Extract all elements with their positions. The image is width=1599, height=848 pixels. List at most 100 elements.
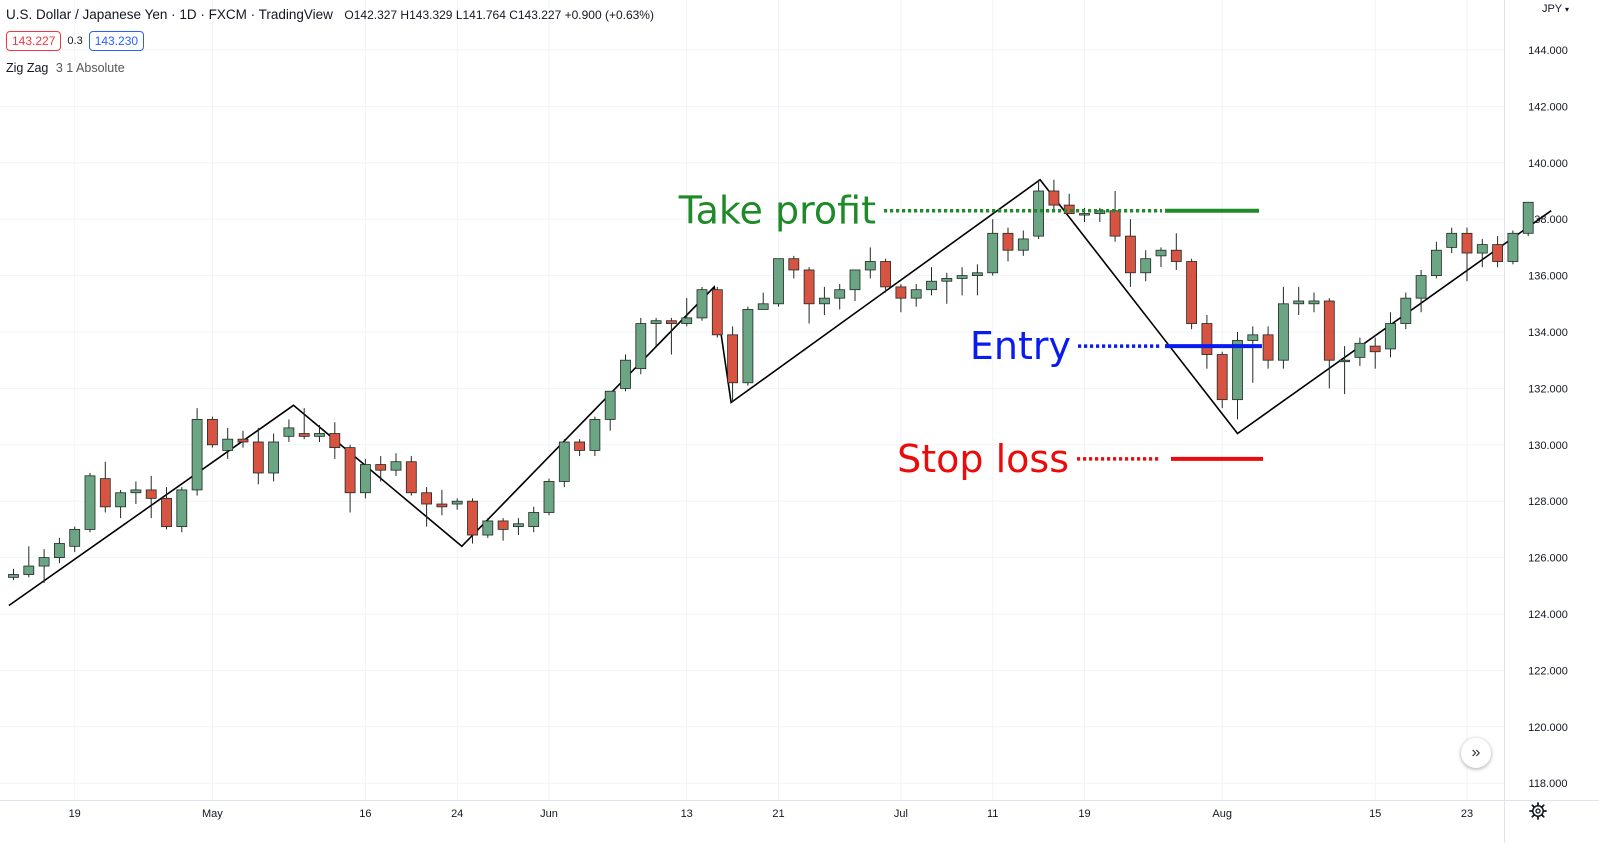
- bullish-candle[interactable]: [941, 272, 953, 304]
- entry-level[interactable]: Entry: [970, 324, 1262, 368]
- bullish-candle[interactable]: [191, 408, 203, 496]
- bullish-candle[interactable]: [589, 416, 601, 457]
- bullish-candle[interactable]: [314, 425, 325, 442]
- bullish-candle[interactable]: [910, 284, 922, 307]
- bullish-candle[interactable]: [1339, 346, 1350, 395]
- bullish-candle[interactable]: [757, 292, 769, 310]
- bearish-candle[interactable]: [1109, 191, 1121, 242]
- bullish-candle[interactable]: [1140, 250, 1152, 282]
- bearish-candle[interactable]: [344, 444, 356, 513]
- bullish-candle[interactable]: [1446, 227, 1458, 254]
- bullish-candle[interactable]: [926, 267, 937, 296]
- bearish-candle[interactable]: [375, 456, 387, 482]
- bearish-candle[interactable]: [788, 255, 800, 279]
- bullish-candle[interactable]: [23, 546, 35, 578]
- bullish-candle[interactable]: [54, 537, 65, 564]
- bullish-candle[interactable]: [1155, 247, 1167, 268]
- bearish-candle[interactable]: [666, 317, 677, 355]
- bullish-candle[interactable]: [69, 526, 81, 552]
- bullish-candle[interactable]: [972, 264, 983, 296]
- bullish-candle[interactable]: [390, 453, 402, 476]
- bullish-candle[interactable]: [176, 487, 188, 533]
- settings-button[interactable]: [1527, 800, 1549, 822]
- bullish-candle[interactable]: [864, 247, 876, 279]
- bearish-candle[interactable]: [1002, 227, 1014, 262]
- bearish-candle[interactable]: [1125, 219, 1136, 287]
- bearish-candle[interactable]: [161, 487, 172, 530]
- bullish-candle[interactable]: [604, 390, 616, 431]
- sell-price-button[interactable]: 143.227: [6, 31, 62, 51]
- bullish-candle[interactable]: [1033, 179, 1044, 239]
- bullish-candle[interactable]: [451, 498, 463, 510]
- indicator-legend[interactable]: Zig Zag 3 1 Absolute: [6, 61, 125, 75]
- bullish-candle[interactable]: [650, 317, 662, 347]
- bullish-candle[interactable]: [773, 258, 784, 307]
- bullish-candle[interactable]: [115, 489, 126, 519]
- bullish-candle[interactable]: [268, 433, 280, 482]
- bullish-candle[interactable]: [528, 506, 540, 533]
- take-profit-level[interactable]: Take profit: [678, 189, 1259, 233]
- bearish-candle[interactable]: [252, 427, 264, 485]
- indicator-name[interactable]: Zig Zag: [6, 61, 49, 75]
- bearish-candle[interactable]: [1369, 337, 1381, 369]
- bearish-candle[interactable]: [574, 439, 585, 457]
- bearish-candle[interactable]: [99, 461, 111, 513]
- bearish-candle[interactable]: [1492, 236, 1503, 268]
- symbol-title[interactable]: U.S. Dollar / Japanese Yen · 1D · FXCM ·…: [6, 7, 333, 22]
- bearish-candle[interactable]: [1216, 351, 1228, 409]
- bullish-candle[interactable]: [620, 354, 631, 392]
- bullish-candle[interactable]: [696, 286, 708, 321]
- bullish-candle[interactable]: [1522, 201, 1534, 237]
- bearish-candle[interactable]: [895, 284, 907, 313]
- bearish-candle[interactable]: [1262, 326, 1274, 369]
- bearish-candle[interactable]: [1170, 233, 1182, 270]
- bearish-candle[interactable]: [145, 475, 157, 519]
- bullish-candle[interactable]: [1247, 326, 1259, 383]
- bearish-candle[interactable]: [1186, 258, 1197, 330]
- bullish-candle[interactable]: [1476, 238, 1488, 268]
- bullish-candle[interactable]: [1400, 292, 1412, 330]
- symbol-legend[interactable]: U.S. Dollar / Japanese Yen · 1D · FXCM ·…: [6, 7, 654, 22]
- bullish-candle[interactable]: [558, 439, 570, 488]
- bearish-candle[interactable]: [1201, 315, 1213, 369]
- bullish-candle[interactable]: [1431, 241, 1442, 279]
- bullish-candle[interactable]: [1354, 337, 1366, 366]
- bullish-candle[interactable]: [635, 317, 647, 375]
- bearish-candle[interactable]: [237, 430, 249, 448]
- bearish-candle[interactable]: [329, 422, 341, 459]
- bullish-candle[interactable]: [1507, 230, 1519, 265]
- bullish-candle[interactable]: [1308, 292, 1320, 313]
- bearish-candle[interactable]: [1323, 298, 1335, 389]
- bullish-candle[interactable]: [482, 518, 494, 538]
- bullish-candle[interactable]: [222, 427, 234, 459]
- bullish-candle[interactable]: [1278, 286, 1289, 369]
- bullish-candle[interactable]: [956, 267, 968, 296]
- bearish-candle[interactable]: [421, 487, 433, 527]
- bearish-candle[interactable]: [405, 456, 417, 496]
- bullish-candle[interactable]: [1415, 269, 1427, 313]
- bullish-candle[interactable]: [1293, 286, 1305, 316]
- bullish-candle[interactable]: [849, 269, 861, 301]
- bullish-candle[interactable]: [513, 518, 524, 536]
- bearish-candle[interactable]: [727, 326, 738, 403]
- bullish-candle[interactable]: [359, 458, 371, 499]
- bearish-candle[interactable]: [436, 489, 448, 516]
- bearish-candle[interactable]: [711, 286, 723, 338]
- buy-price-button[interactable]: 143.230: [88, 31, 145, 51]
- currency-selector[interactable]: JPY ▾: [1542, 3, 1569, 15]
- bearish-candle[interactable]: [497, 518, 509, 541]
- bullish-candle[interactable]: [1385, 312, 1396, 358]
- scroll-to-realtime-button[interactable]: »: [1461, 738, 1491, 768]
- bullish-candle[interactable]: [681, 298, 693, 327]
- stop-loss-level[interactable]: Stop loss: [897, 437, 1263, 481]
- bearish-candle[interactable]: [1461, 227, 1473, 282]
- bullish-candle[interactable]: [283, 419, 295, 442]
- bullish-candle[interactable]: [742, 306, 754, 386]
- bearish-candle[interactable]: [298, 408, 310, 440]
- bullish-candle[interactable]: [38, 549, 50, 583]
- bullish-candle[interactable]: [8, 568, 19, 581]
- bearish-candle[interactable]: [1048, 179, 1060, 211]
- bullish-candle[interactable]: [834, 284, 846, 310]
